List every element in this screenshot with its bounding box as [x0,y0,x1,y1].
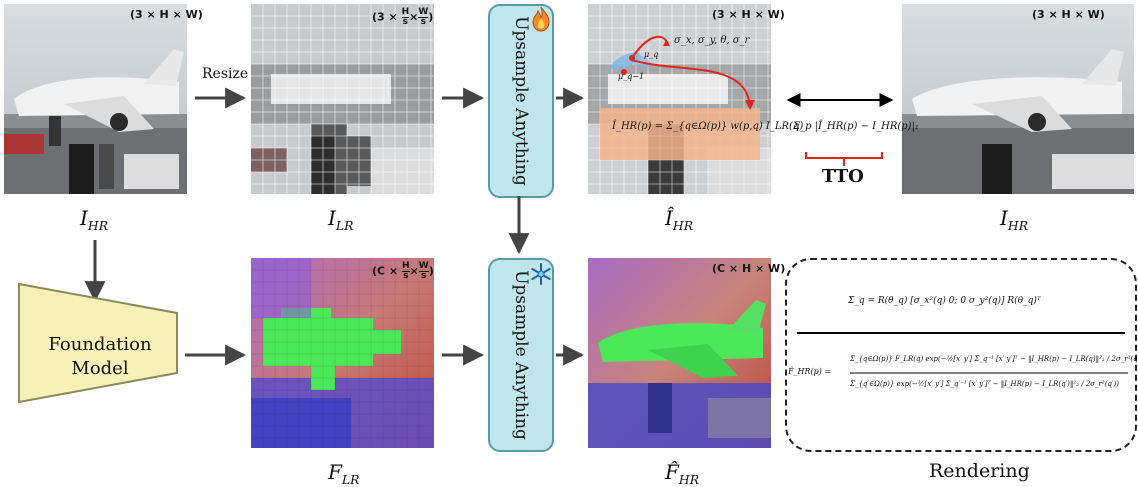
label-ihr-top-main: I [80,206,88,230]
dims-ilr-suffix: ) [428,10,434,24]
label-flr-main: F [328,460,342,484]
dims-ilr: (3 × H s × W s ) [372,7,434,27]
upsample-block-top: Upsample Anything [488,4,554,198]
fhat-lhs: F̂_HR(p) = [788,367,832,376]
mu-q: μ_q [644,50,659,59]
mu-q-1: μ_q−1 [618,72,645,81]
splat-equation: Î_HR(p) = Σ_{q∈Ω(p)} w(p,q) I_LR(q) [612,121,804,132]
dims-flr-suffix: ) [428,264,434,278]
resize-label: Resize [202,66,249,82]
foundation-model-block [18,283,178,403]
label-fhat-sub: HR [678,472,700,487]
gauss-params: σ_x, σ_y, θ, σ_r [674,35,750,46]
label-ihr-right-main: I [1000,206,1008,230]
fhat-denominator: Σ_{q′∈Ω(p)} exp(−½[x′ y′] Σ_q′⁻¹ [x′ y′]… [850,380,1119,388]
label-ihr-right-sub: HR [1007,218,1029,233]
frac-num-h-2: H [402,261,410,272]
foundation-line2: Model [71,358,129,379]
foundation-model-label: Foundation Model [30,333,170,381]
label-flr-sub: LR [341,472,360,487]
label-ilr: ILR [328,206,353,233]
label-ihr-top-sub: HR [87,218,109,233]
foundation-line1: Foundation [48,334,152,355]
label-ilr-sub: LR [335,218,354,233]
snowflake-icon [531,263,551,285]
dims-ihr-right: (3 × H × W) [1032,8,1105,21]
tto-label: TTO [822,166,864,187]
label-ihat-sub: HR [672,218,694,233]
frac-num-w-2: W [418,261,429,272]
low-res-image [251,4,434,194]
dims-ihat: (3 × H × W) [712,8,785,21]
rendering-box [785,258,1137,452]
dims-ilr-prefix: (3 × [372,10,398,24]
label-ihr-top: IHR [80,206,108,233]
label-ihat: ÎHR [665,206,693,233]
reconstructed-image [588,4,771,194]
input-image-hr [4,4,187,194]
dims-ihr: (3 × H × W) [130,8,203,21]
frac-num-w: W [418,7,429,18]
frac-den-s2: s [420,17,426,27]
frac-den-s-3: s [403,271,409,281]
label-ihr-right: IHR [1000,206,1028,233]
feature-map-lr [251,258,434,448]
covariance-equation: Σ_q = R(θ_q) [σ_x²(q) 0; 0 σ_y²(q)] R(θ_… [848,296,1041,306]
fhat-numerator: Σ_{q∈Ω(p)} F_LR(q) exp(−½[x′ y′] Σ_q⁻¹ [… [850,355,1138,363]
label-flr: FLR [328,460,359,487]
label-fhat-main: F̂ [665,460,679,484]
label-ihat-main: Î [665,206,673,230]
upsample-block-bottom: Upsample Anything [488,258,554,452]
feature-map-hr [588,258,771,448]
label-fhat: F̂HR [665,460,699,487]
dims-flr-prefix: (C × [372,264,399,278]
loss-equation: Σ_p |Î_HR(p) − I_HR(p)|₁ [793,121,919,132]
dims-fhat: (C × H × W) [712,262,786,275]
frac-den-s: s [402,17,409,27]
label-rendering: Rendering [929,460,1030,482]
fire-icon [532,6,550,32]
dims-flr: (C × H s × W s ) [372,261,434,281]
frac-num-h: H [401,7,410,18]
label-ilr-main: I [328,206,336,230]
frac-den-s-4: s [421,271,427,281]
target-image-hr [902,4,1134,194]
